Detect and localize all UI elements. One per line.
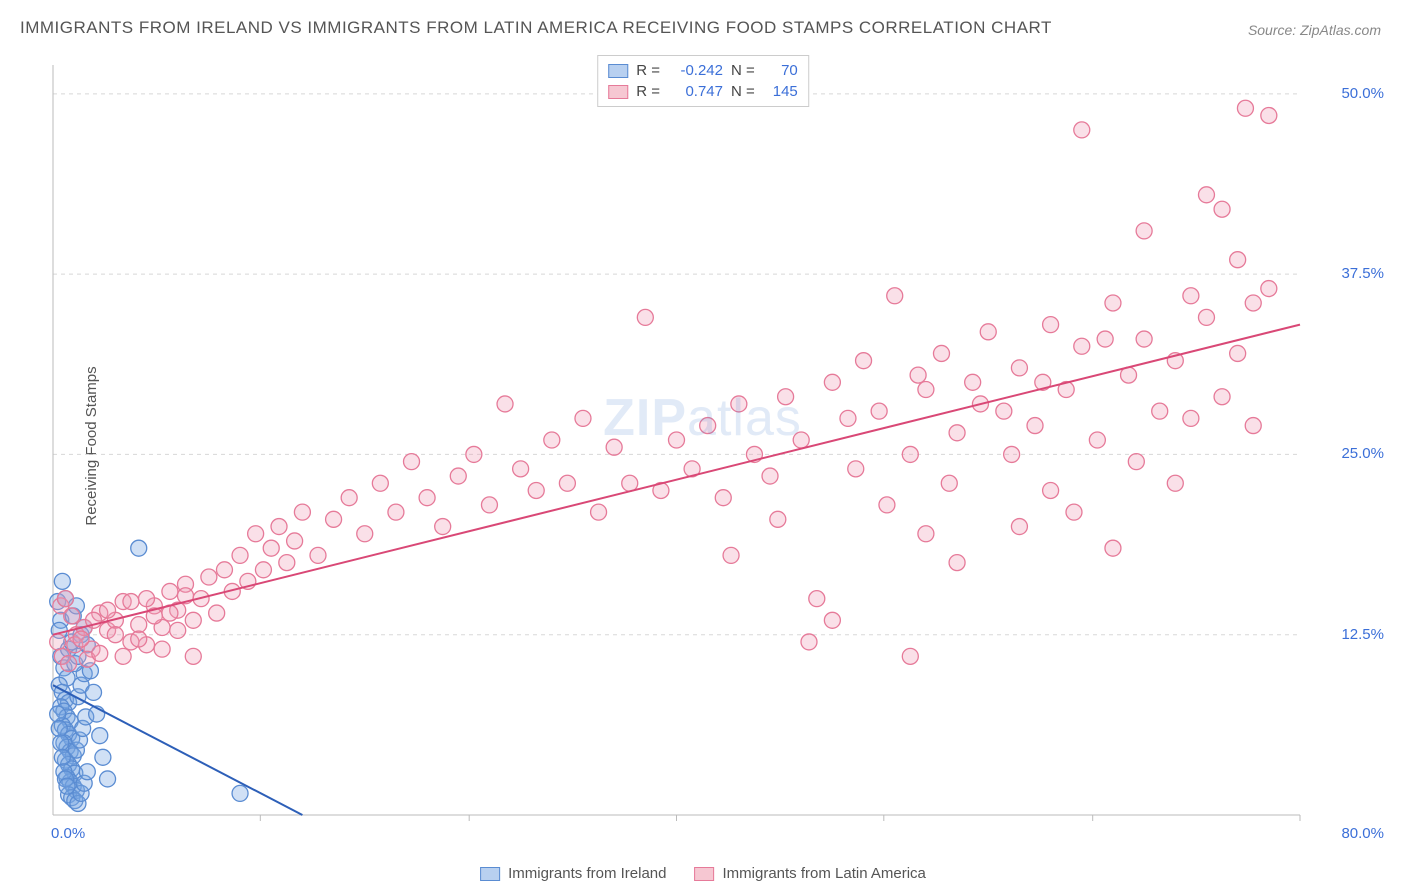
stats-legend: R = -0.242 N = 70 R = 0.747 N = 145 bbox=[597, 55, 809, 107]
legend-item-latin: Immigrants from Latin America bbox=[694, 865, 925, 882]
chart-plot-area: ZIPatlas bbox=[45, 55, 1360, 845]
y-tick-50: 50.0% bbox=[1341, 85, 1384, 102]
swatch-latin bbox=[608, 85, 628, 99]
x-origin-tick: 0.0% bbox=[51, 825, 85, 842]
n-label: N = bbox=[731, 83, 755, 100]
y-tick-37-5: 37.5% bbox=[1341, 265, 1384, 282]
r-label: R = bbox=[636, 83, 660, 100]
stats-row-latin: R = 0.747 N = 145 bbox=[608, 81, 798, 102]
n-value: 145 bbox=[763, 83, 798, 100]
chart-title: IMMIGRANTS FROM IRELAND VS IMMIGRANTS FR… bbox=[20, 18, 1052, 38]
source-attribution: Source: ZipAtlas.com bbox=[1248, 22, 1381, 38]
x-max-tick: 80.0% bbox=[1341, 825, 1384, 842]
swatch-ireland bbox=[608, 64, 628, 78]
legend-swatch-ireland bbox=[480, 867, 500, 881]
scatter-plot-svg bbox=[45, 55, 1360, 845]
legend-label-ireland: Immigrants from Ireland bbox=[508, 865, 666, 882]
r-value: -0.242 bbox=[668, 62, 723, 79]
n-label: N = bbox=[731, 62, 755, 79]
n-value: 70 bbox=[763, 62, 798, 79]
legend-label-latin: Immigrants from Latin America bbox=[722, 865, 925, 882]
y-tick-12-5: 12.5% bbox=[1341, 626, 1384, 643]
legend-item-ireland: Immigrants from Ireland bbox=[480, 865, 666, 882]
r-label: R = bbox=[636, 62, 660, 79]
legend-swatch-latin bbox=[694, 867, 714, 881]
stats-row-ireland: R = -0.242 N = 70 bbox=[608, 60, 798, 81]
y-tick-25: 25.0% bbox=[1341, 445, 1384, 462]
series-legend: Immigrants from Ireland Immigrants from … bbox=[480, 865, 926, 882]
r-value: 0.747 bbox=[668, 83, 723, 100]
